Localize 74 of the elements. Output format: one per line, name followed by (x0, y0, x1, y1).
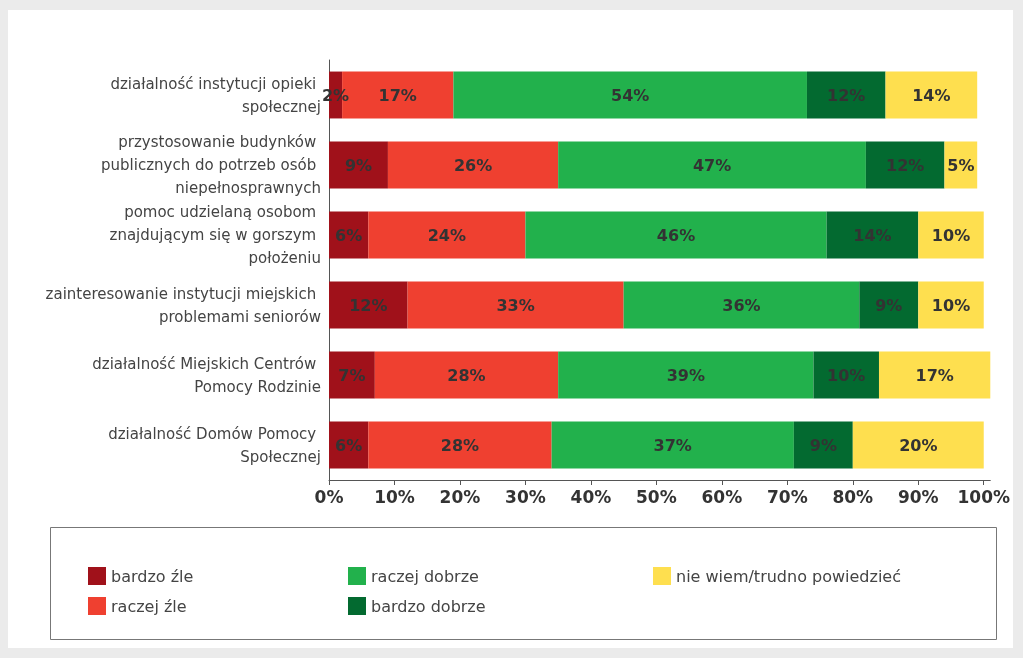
bar (918, 281, 984, 329)
data-label: 10% (931, 225, 971, 245)
data-label: 12% (827, 85, 866, 105)
data-label: 14% (853, 225, 892, 245)
data-label: 28% (447, 365, 486, 385)
y-tick-label: pomoc udzielaną osobom znajdującym się w gorszym położeniu (109, 203, 321, 267)
data-label: 17% (378, 85, 417, 105)
bar (368, 211, 526, 259)
legend-label: raczej źle (111, 596, 187, 616)
bar (878, 351, 991, 399)
data-label: 54% (611, 85, 650, 105)
bar (859, 281, 919, 329)
data-label: 10% (827, 365, 866, 385)
data-label: 46% (656, 225, 696, 245)
bar (793, 421, 853, 469)
bar (368, 421, 552, 469)
x-tick-label: 70% (766, 486, 808, 507)
x-tick-label: 90% (897, 486, 939, 507)
data-label: 10% (931, 295, 971, 315)
bar (329, 281, 408, 329)
bar (558, 351, 814, 399)
data-label: 12% (349, 295, 388, 315)
x-tick-label: 50% (636, 486, 677, 507)
x-tick-label: 100% (957, 486, 1011, 507)
data-label: 47% (692, 155, 732, 175)
y-tick-label: działalność Miejskich Centrów Pomocy Rodzinie (92, 354, 321, 396)
data-label: 12% (886, 155, 925, 175)
x-tick-label: 10% (374, 486, 415, 507)
bar (551, 421, 794, 469)
bar (558, 141, 866, 189)
bar (885, 71, 978, 119)
bar (453, 71, 807, 119)
bar (865, 141, 945, 189)
x-tick-label: 0% (314, 486, 344, 507)
data-label: 24% (427, 225, 466, 245)
data-label: 14% (912, 85, 951, 105)
data-label: 36% (722, 295, 761, 315)
legend-label: bardzo źle (111, 566, 194, 586)
data-label: 7% (338, 365, 366, 385)
data-label: 33% (496, 295, 535, 315)
data-label: 5% (947, 155, 975, 175)
x-tick-label: 40% (570, 486, 612, 507)
legend-label: raczej dobrze (371, 566, 479, 586)
bar (329, 351, 375, 399)
data-label: 6% (335, 225, 363, 245)
data-label: 26% (453, 155, 493, 175)
bar (826, 211, 919, 259)
data-label: 9% (344, 155, 373, 175)
bar (918, 211, 984, 259)
data-label: 20% (899, 435, 938, 455)
legend-label: bardzo dobrze (371, 596, 486, 616)
x-tick-label: 30% (505, 486, 546, 507)
y-tick-label: zainteresowanie instytucji miejskich problemami seniorów (45, 284, 321, 326)
data-label: 6% (335, 435, 363, 455)
data-label: 39% (666, 365, 705, 385)
x-tick-label: 20% (439, 486, 481, 507)
legend-label: nie wiem/trudno powiedzieć (676, 566, 901, 586)
bar (374, 351, 559, 399)
bar (407, 281, 624, 329)
y-tick-label: działalność Domów Pomocy Społecznej (108, 424, 321, 466)
bar (806, 71, 886, 119)
bar (329, 141, 388, 189)
x-tick-label: 60% (701, 486, 743, 507)
data-label: 9% (875, 295, 903, 315)
bar (623, 281, 860, 329)
y-tick-label: działalność instytucji opieki społecznej (110, 74, 321, 116)
data-label: 37% (653, 435, 692, 455)
data-label: 28% (440, 435, 480, 455)
bar (852, 421, 984, 469)
bar (387, 141, 559, 189)
data-label: 17% (915, 365, 954, 385)
x-tick-label: 80% (832, 486, 874, 507)
data-label: 9% (809, 435, 837, 455)
bar (525, 211, 827, 259)
